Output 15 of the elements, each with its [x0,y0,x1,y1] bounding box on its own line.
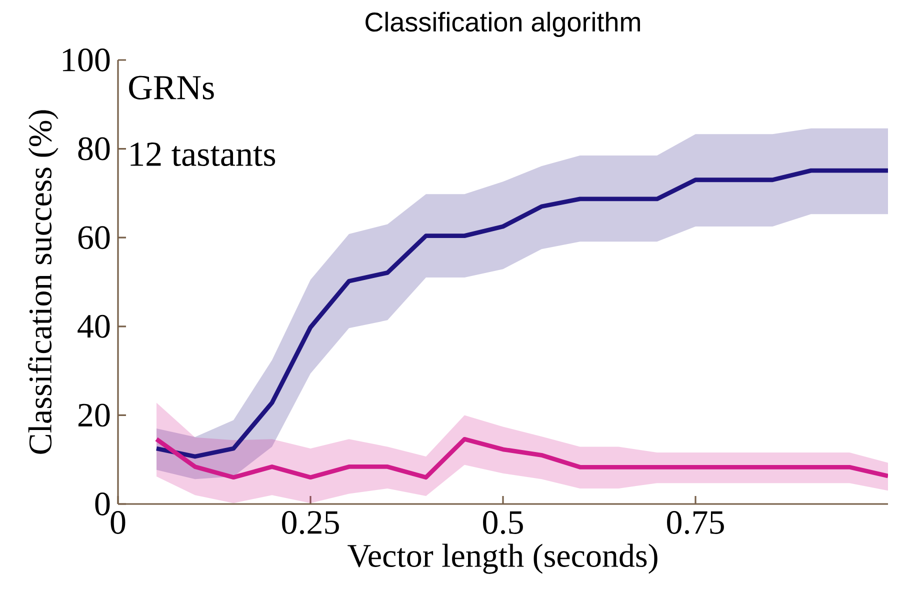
y-tick-label: 80 [78,137,110,160]
x-tick-label: 0.25 [282,511,339,534]
y-axis-title: Classification success (%) [28,110,58,454]
y-tick-label: 60 [78,226,110,250]
y-tick-label: 100 [62,48,110,72]
x-tick-label: 0.75 [667,511,724,534]
annotation: 12 tastants [130,142,276,166]
annotation: GRNs [129,76,214,100]
y-tick-label: 0 [95,492,110,516]
chart-title: Classification algorithm [366,12,640,37]
x-tick-label: 0 [110,511,126,534]
y-tick-label: 20 [78,404,110,427]
x-tick-label: 0.5 [483,511,523,534]
x-axis-title: Vector length (seconds) [348,544,658,574]
y-tick-label: 40 [78,314,110,338]
